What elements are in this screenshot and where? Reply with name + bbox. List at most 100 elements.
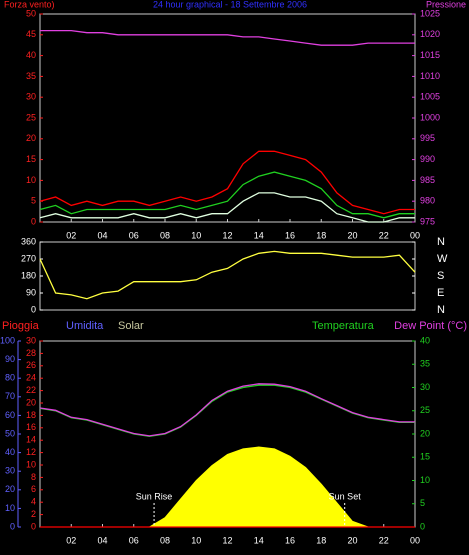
x-tick-label: 14: [254, 535, 264, 545]
y2-tick-label: W: [437, 253, 448, 265]
y2-label: Pressione: [426, 0, 466, 9]
x-tick-label: 22: [379, 230, 389, 240]
y2-tick-label: 20: [420, 428, 430, 438]
y-tick-label: 90: [26, 287, 36, 297]
y3-tick-label: 10: [5, 503, 15, 513]
series-line: [39, 250, 416, 300]
x-tick-label: 16: [285, 535, 295, 545]
x-tick-label: 22: [379, 535, 389, 545]
x-tick-label: 06: [129, 535, 139, 545]
series-line: [40, 29, 415, 46]
series-line: [39, 171, 415, 219]
x-tick-label: 12: [222, 535, 232, 545]
legend-entry: Temperatura: [312, 320, 375, 332]
x-tick-label: 16: [285, 230, 295, 240]
x-tick-label: 10: [191, 535, 201, 545]
y2-tick-label: 10: [420, 475, 430, 485]
y3-tick-label: 50: [5, 428, 15, 438]
y3-tick-label: 20: [5, 484, 15, 494]
y-tick-label: 25: [26, 112, 36, 122]
y-tick-label: 0: [31, 304, 36, 314]
y-tick-label: 45: [26, 29, 36, 39]
y-tick-label: 8: [31, 472, 36, 482]
y3-tick-label: 90: [5, 354, 15, 364]
y-tick-label: 0: [31, 521, 36, 531]
y3-tick-label: 0: [10, 521, 15, 531]
x-tick-label: 14: [254, 230, 264, 240]
y-tick-label: 16: [26, 422, 36, 432]
y2-tick-label: 15: [420, 452, 430, 462]
x-tick-label: 02: [66, 230, 76, 240]
y2-tick-label: 985: [420, 175, 435, 185]
y2-tick-label: 1000: [420, 112, 440, 122]
y-tick-label: 24: [26, 373, 36, 383]
y3-tick-label: 70: [5, 391, 15, 401]
x-tick-label: 02: [66, 535, 76, 545]
x-tick-label: 08: [160, 230, 170, 240]
y-tick-label: 270: [21, 253, 36, 263]
y2-tick-label: 1025: [420, 8, 440, 18]
y-tick-label: 6: [31, 484, 36, 494]
y2-tick-label: 975: [420, 216, 435, 226]
annotation: Sun Set: [329, 491, 362, 501]
y-label: Forza vento): [4, 0, 55, 9]
y2-tick-label: E: [437, 287, 444, 299]
y2-tick-label: N: [437, 236, 445, 248]
y3-tick-label: 80: [5, 373, 15, 383]
y2-tick-label: 990: [420, 154, 435, 164]
chart-title: 24 hour graphical - 18 Settembre 2006: [153, 0, 307, 9]
y2-tick-label: 1015: [420, 50, 440, 60]
y2-tick-label: 5: [420, 498, 425, 508]
y2-tick-label: N: [437, 304, 445, 316]
x-tick-label: 04: [97, 230, 107, 240]
y-tick-label: 15: [26, 154, 36, 164]
y-tick-label: 12: [26, 447, 36, 457]
x-tick-label: 20: [347, 535, 357, 545]
y3-tick-label: 100: [0, 335, 15, 345]
y-tick-label: 4: [31, 497, 36, 507]
y2-tick-label: 40: [420, 335, 430, 345]
y-tick-label: 0: [31, 216, 36, 226]
y-tick-label: 30: [26, 335, 36, 345]
y3-tick-label: 30: [5, 466, 15, 476]
annotation: Sun Rise: [136, 491, 173, 501]
y2-tick-label: 995: [420, 133, 435, 143]
y3-tick-label: 60: [5, 410, 15, 420]
legend-entry: Dew Point (°C): [394, 320, 467, 332]
y-tick-label: 30: [26, 92, 36, 102]
x-tick-label: 00: [410, 230, 420, 240]
y-tick-label: 360: [21, 236, 36, 246]
x-tick-label: 00: [410, 535, 420, 545]
y2-tick-label: S: [437, 270, 444, 282]
series-line: [39, 150, 415, 215]
y3-label: Umidita: [66, 320, 104, 332]
x-tick-label: 04: [97, 535, 107, 545]
x-tick-label: 18: [316, 535, 326, 545]
y-tick-label: 20: [26, 397, 36, 407]
y-tick-label: 40: [26, 50, 36, 60]
y-tick-label: 10: [26, 459, 36, 469]
x-tick-label: 20: [347, 230, 357, 240]
x-tick-label: 08: [160, 535, 170, 545]
x-tick-label: 18: [316, 230, 326, 240]
y2-tick-label: 35: [420, 359, 430, 369]
y2-tick-label: 980: [420, 196, 435, 206]
y2-tick-label: 1020: [420, 29, 440, 39]
y2-tick-label: 1005: [420, 92, 440, 102]
y-tick-label: 22: [26, 385, 36, 395]
y-tick-label: 10: [26, 175, 36, 185]
y2-tick-label: 0: [420, 521, 425, 531]
y2-tick-label: 1010: [420, 71, 440, 81]
y-tick-label: 20: [26, 133, 36, 143]
legend-entry: Solar: [118, 320, 144, 332]
y-tick-label: 35: [26, 71, 36, 81]
x-tick-label: 12: [222, 230, 232, 240]
y-tick-label: 5: [31, 196, 36, 206]
series-line: [39, 192, 415, 223]
y2-tick-label: 25: [420, 405, 430, 415]
y-tick-label: 180: [21, 270, 36, 280]
y3-tick-label: 40: [5, 447, 15, 457]
y-tick-label: 18: [26, 410, 36, 420]
